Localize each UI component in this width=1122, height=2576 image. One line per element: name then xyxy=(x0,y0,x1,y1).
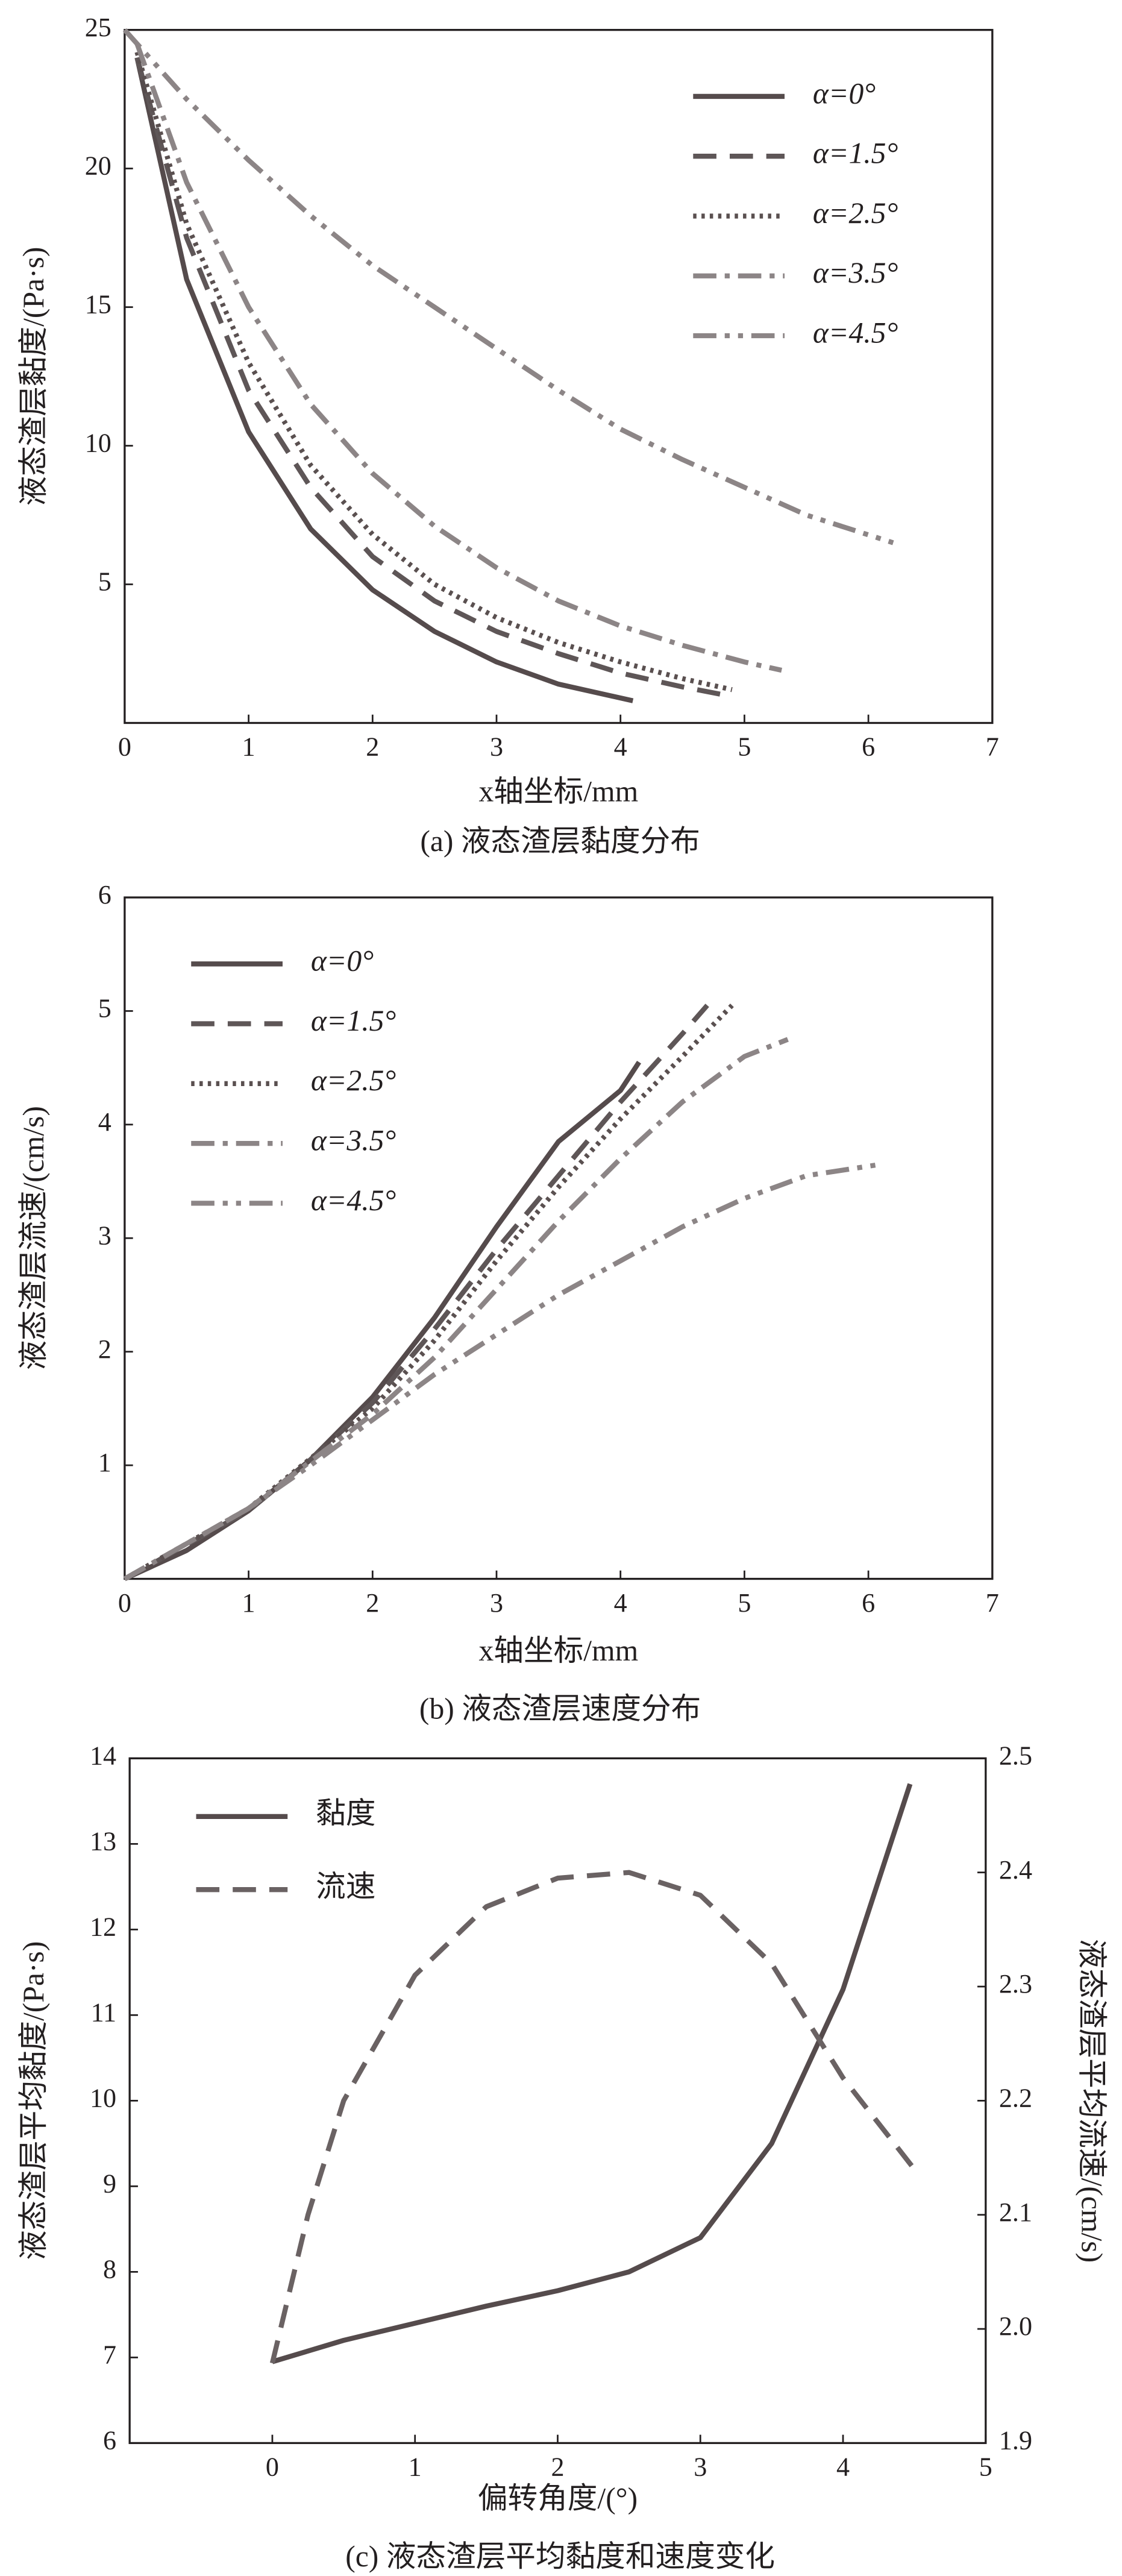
x-tick-label: 1 xyxy=(242,1588,255,1618)
y2-tick-label: 2.1 xyxy=(999,2197,1032,2227)
y2-tick-label: 2.0 xyxy=(999,2311,1032,2341)
x-tick-label: 7 xyxy=(986,1588,999,1618)
y-tick-label: 20 xyxy=(85,151,111,181)
y2-tick-label: 2.5 xyxy=(999,1741,1032,1770)
x-tick-label: 5 xyxy=(979,2452,992,2482)
y2-tick-label: 2.4 xyxy=(999,1855,1032,1885)
legend-label: α=2.5° xyxy=(813,196,898,230)
x-tick-label: 5 xyxy=(738,1588,751,1618)
x-tick-label: 2 xyxy=(366,1588,379,1618)
series-line xyxy=(123,1161,882,1582)
x-tick-label: 5 xyxy=(738,732,751,762)
x-tick-label: 4 xyxy=(614,1588,627,1618)
legend-label: α=0° xyxy=(813,77,876,110)
x-tick-label: 1 xyxy=(242,732,255,762)
y-tick-label: 12 xyxy=(90,1912,116,1941)
plot-frame xyxy=(124,28,994,724)
y-tick-label: 6 xyxy=(103,2426,116,2455)
y-tick-label: 15 xyxy=(85,290,111,319)
x-tick-label: 0 xyxy=(118,1588,131,1618)
y-tick-label: 14 xyxy=(90,1741,116,1770)
x-axis-label: 偏转角度/(°) xyxy=(478,2481,638,2515)
y-axis-label: 液态渣层平均黏度/(Pa·s) xyxy=(17,1941,50,2260)
series-line xyxy=(271,1783,913,2364)
series-line xyxy=(124,1060,642,1582)
y-tick-label: 6 xyxy=(98,880,111,909)
y-tick-label: 10 xyxy=(90,2084,116,2113)
legend-label: α=4.5° xyxy=(311,1184,396,1217)
x-tick-label: 3 xyxy=(490,1588,503,1618)
x-tick-label: 3 xyxy=(694,2452,707,2482)
x-tick-label: 4 xyxy=(614,732,627,762)
y-tick-label: 1 xyxy=(98,1448,111,1477)
series-line xyxy=(269,1870,917,2364)
y-tick-label: 11 xyxy=(91,1998,116,2028)
y-tick-label: 3 xyxy=(98,1220,111,1250)
x-axis-label: x轴坐标/mm xyxy=(478,1634,638,1667)
plot-frame xyxy=(128,1757,987,2445)
x-tick-label: 6 xyxy=(862,732,875,762)
series-line xyxy=(123,1004,734,1582)
y-tick-label: 10 xyxy=(85,429,111,458)
y-axis-label: 液态渣层流速/(cm/s) xyxy=(17,1106,50,1370)
series-line xyxy=(123,1004,709,1582)
x-tick-label: 6 xyxy=(862,1588,875,1618)
y-tick-label: 5 xyxy=(98,994,111,1023)
y-tick-label: 25 xyxy=(85,13,111,42)
series-line xyxy=(134,57,634,703)
series-line xyxy=(134,43,783,673)
x-axis-label: x轴坐标/mm xyxy=(478,774,638,808)
x-tick-label: 2 xyxy=(551,2452,564,2482)
legend-label: α=0° xyxy=(311,944,374,978)
chart-title: (c) 液态渣层平均黏度和速度变化 xyxy=(345,2540,775,2573)
x-tick-label: 0 xyxy=(266,2452,279,2482)
x-tick-label: 7 xyxy=(986,732,999,762)
y-tick-label: 8 xyxy=(103,2255,116,2284)
chart-title: (a) 液态渣层黏度分布 xyxy=(420,825,700,858)
legend-label: α=4.5° xyxy=(813,316,898,349)
legend-label: α=3.5° xyxy=(813,256,898,289)
y-axis-label: 液态渣层黏度/(Pa·s) xyxy=(17,247,50,506)
chart-title: (b) 液态渣层速度分布 xyxy=(419,1692,701,1726)
legend-label: α=1.5° xyxy=(813,137,898,170)
y-tick-label: 13 xyxy=(90,1826,116,1856)
legend-label: 黏度 xyxy=(316,1797,375,1830)
y-tick-label: 5 xyxy=(98,567,111,597)
series-line xyxy=(122,28,894,545)
x-tick-label: 4 xyxy=(836,2452,850,2482)
y2-axis-label: 液态渣层平均流速/(cm/s) xyxy=(1075,1939,1108,2263)
legend-label: α=2.5° xyxy=(311,1064,396,1097)
plot-frame xyxy=(124,896,994,1580)
y-tick-label: 2 xyxy=(98,1334,111,1364)
x-tick-label: 0 xyxy=(118,732,131,762)
x-tick-label: 1 xyxy=(409,2452,422,2482)
series-line xyxy=(134,57,727,698)
y2-tick-label: 2.3 xyxy=(999,1969,1032,1999)
y-tick-label: 7 xyxy=(103,2340,116,2370)
y2-tick-label: 2.2 xyxy=(999,2084,1032,2113)
series-line xyxy=(123,1037,789,1582)
legend-label: α=3.5° xyxy=(311,1124,396,1157)
legend-label: α=1.5° xyxy=(311,1004,396,1037)
y2-tick-label: 1.9 xyxy=(999,2426,1032,2455)
legend-label: 流速 xyxy=(316,1870,375,1903)
x-tick-label: 3 xyxy=(490,732,503,762)
x-tick-label: 2 xyxy=(366,732,379,762)
y-tick-label: 4 xyxy=(98,1107,111,1137)
y-tick-label: 9 xyxy=(103,2169,116,2199)
